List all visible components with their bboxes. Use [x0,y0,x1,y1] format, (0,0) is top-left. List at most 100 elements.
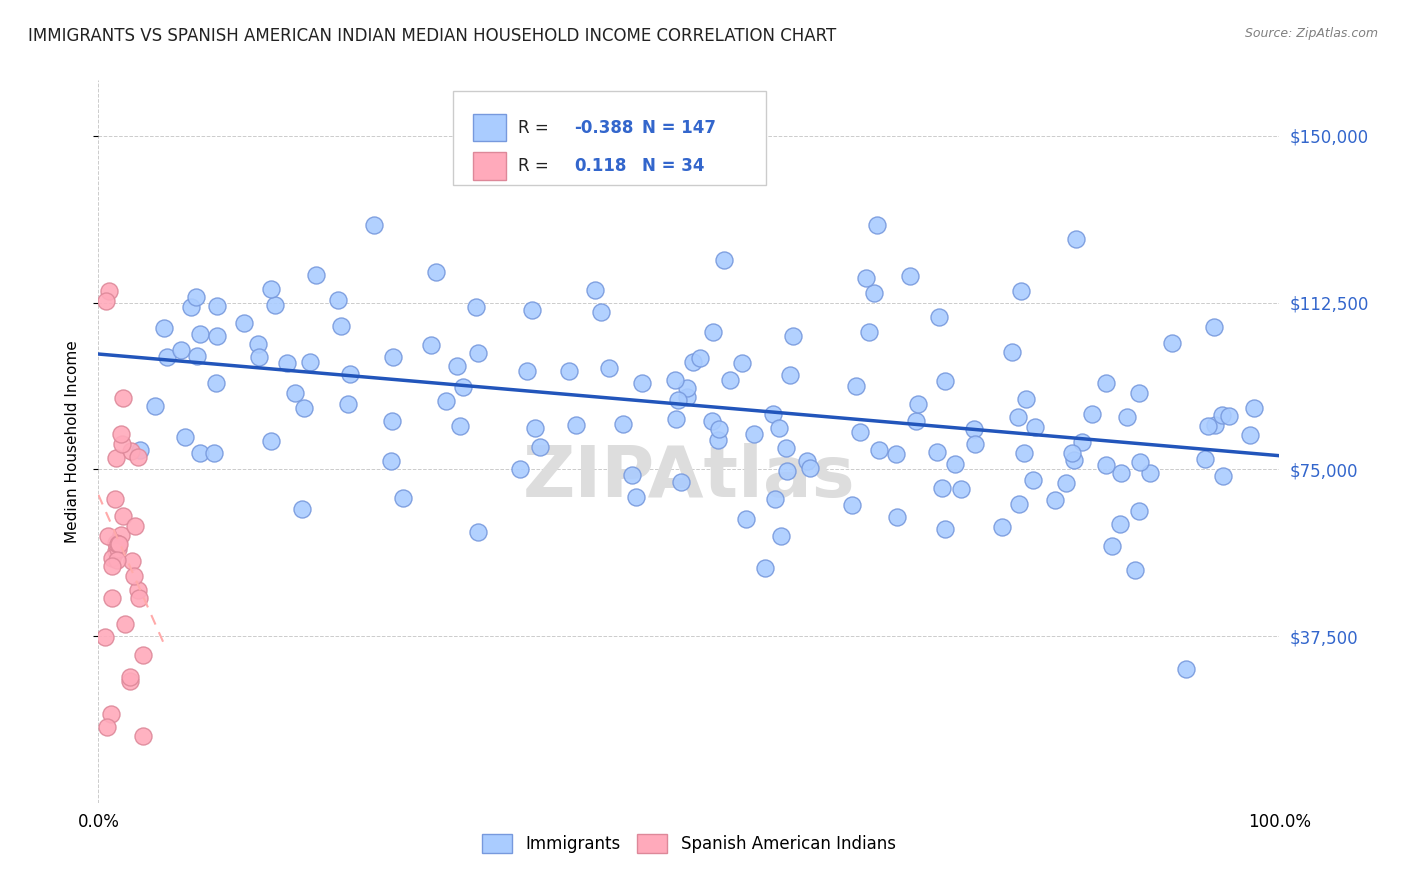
Point [1081,408,1104,422]
Point [742,426,765,441]
Point [425,265,447,279]
Point [207,328,229,343]
Point [420,338,443,352]
Point [153,321,176,335]
Point [156,350,179,364]
Point [1197,419,1219,434]
Point [1094,458,1116,472]
Point [1204,417,1226,432]
Point [292,401,315,415]
Point [1012,446,1035,460]
Point [863,286,886,301]
Point [1128,386,1150,401]
Point [520,302,543,317]
Point [775,441,797,455]
Point [392,491,415,505]
Point [1043,492,1066,507]
Point [620,468,643,483]
Point [337,397,360,411]
Point [1064,232,1087,246]
Point [202,445,225,459]
FancyBboxPatch shape [453,91,766,185]
Legend: Immigrants, Spanish American Indians: Immigrants, Spanish American Indians [475,827,903,860]
Point [779,368,801,383]
Point [612,417,634,432]
Point [665,412,688,426]
Point [1175,662,1198,676]
Point [1218,409,1240,424]
Point [127,583,149,598]
Point [304,268,326,282]
Point [1014,392,1036,407]
Point [1160,336,1182,351]
Point [131,648,153,663]
Point [363,218,385,232]
Point [904,414,927,428]
Point [949,482,972,496]
Point [682,355,704,369]
Point [174,430,197,444]
Text: IMMIGRANTS VS SPANISH AMERICAN INDIAN MEDIAN HOUSEHOLD INCOME CORRELATION CHART: IMMIGRANTS VS SPANISH AMERICAN INDIAN ME… [28,27,837,45]
Text: R =: R = [517,119,554,136]
Point [180,301,202,315]
Point [110,528,132,542]
Point [205,299,228,313]
Point [449,418,471,433]
Point [205,376,228,391]
Point [583,283,606,297]
Point [529,440,551,454]
Point [886,510,908,524]
Point [330,318,353,333]
Point [127,450,149,464]
Point [111,436,134,450]
FancyBboxPatch shape [472,114,506,142]
Point [451,379,474,393]
Point [184,290,207,304]
Point [96,720,118,734]
Point [598,360,620,375]
Point [925,445,948,459]
Point [104,492,127,507]
Point [845,379,868,393]
Point [96,293,118,308]
Point [931,482,953,496]
Point [963,422,986,436]
Point [713,253,735,268]
Point [129,442,152,457]
Point [730,356,752,370]
Point [799,461,821,475]
Point [1123,563,1146,577]
Point [631,376,654,390]
Point [247,350,270,364]
Point [107,542,129,557]
Point [626,490,648,504]
Point [509,461,531,475]
Point [1101,539,1123,553]
Point [326,293,349,307]
Point [1239,428,1261,442]
Point [858,326,880,340]
Point [120,670,142,684]
Point [866,218,889,232]
Point [848,425,870,439]
Y-axis label: Median Household Income: Median Household Income [65,340,80,543]
Point [782,329,804,343]
Point [884,447,907,461]
Point [145,399,167,413]
Point [735,512,758,526]
Text: N = 147: N = 147 [641,119,716,136]
Point [98,285,121,299]
Point [776,464,799,478]
Point [675,390,697,404]
Point [1022,473,1045,487]
Point [110,426,132,441]
Point [1109,516,1132,531]
Point [465,300,488,314]
Point [558,364,581,378]
Point [763,491,786,506]
Point [467,525,489,540]
Point [868,443,890,458]
Text: R =: R = [517,157,554,175]
Point [381,350,404,364]
Point [934,374,956,388]
